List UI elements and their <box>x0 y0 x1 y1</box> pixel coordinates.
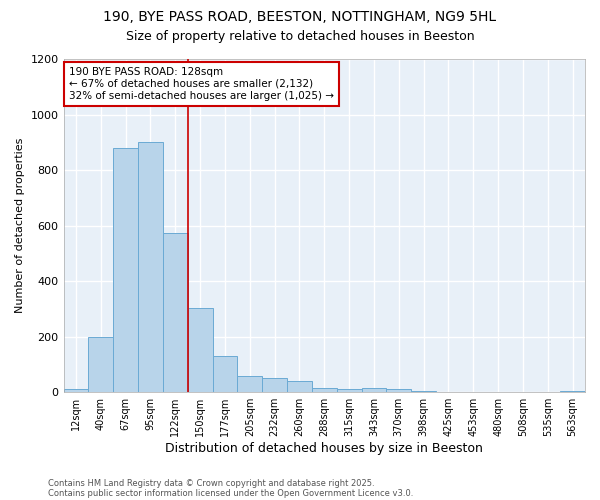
Bar <box>64 390 88 392</box>
Bar <box>362 388 386 392</box>
X-axis label: Distribution of detached houses by size in Beeston: Distribution of detached houses by size … <box>166 442 483 455</box>
Bar <box>337 390 362 392</box>
Text: 190 BYE PASS ROAD: 128sqm
← 67% of detached houses are smaller (2,132)
32% of se: 190 BYE PASS ROAD: 128sqm ← 67% of detac… <box>69 68 334 100</box>
Text: 190, BYE PASS ROAD, BEESTON, NOTTINGHAM, NG9 5HL: 190, BYE PASS ROAD, BEESTON, NOTTINGHAM,… <box>103 10 497 24</box>
Bar <box>212 356 238 392</box>
Bar <box>188 308 212 392</box>
Bar <box>138 142 163 392</box>
Text: Contains public sector information licensed under the Open Government Licence v3: Contains public sector information licen… <box>48 488 413 498</box>
Bar <box>262 378 287 392</box>
Bar <box>163 232 188 392</box>
Bar <box>287 381 312 392</box>
Bar <box>113 148 138 392</box>
Text: Contains HM Land Registry data © Crown copyright and database right 2025.: Contains HM Land Registry data © Crown c… <box>48 478 374 488</box>
Y-axis label: Number of detached properties: Number of detached properties <box>15 138 25 314</box>
Text: Size of property relative to detached houses in Beeston: Size of property relative to detached ho… <box>125 30 475 43</box>
Bar <box>411 391 436 392</box>
Bar <box>88 336 113 392</box>
Bar <box>386 390 411 392</box>
Bar <box>312 388 337 392</box>
Bar <box>238 376 262 392</box>
